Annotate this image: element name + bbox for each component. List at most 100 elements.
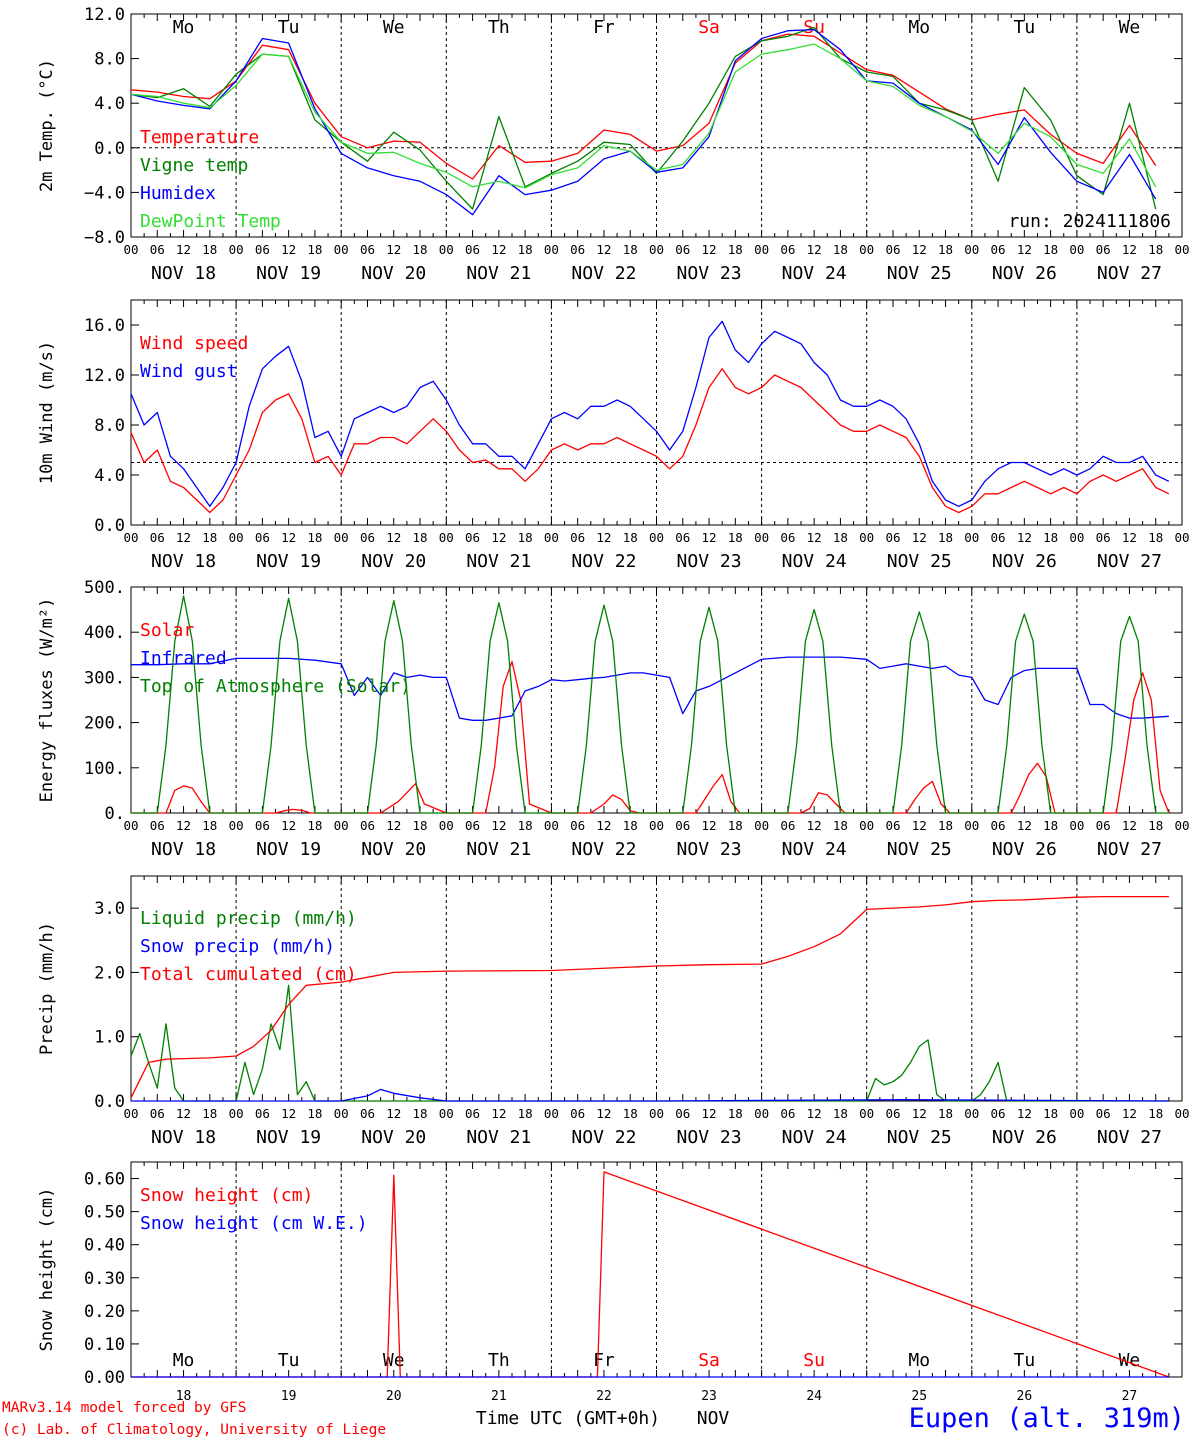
credit-line-2: (c) Lab. of Climatology, University of L…	[2, 1422, 386, 1438]
hour-tick-label: 18	[938, 530, 953, 545]
hour-tick-label: 06	[675, 242, 690, 257]
hour-tick-label: 18	[1043, 1106, 1058, 1121]
legend-entry: Liquid precip (mm/h)	[140, 908, 357, 929]
hour-tick-label: 18	[833, 242, 848, 257]
hour-tick-label: 12	[1017, 242, 1032, 257]
hour-tick-label: 06	[780, 530, 795, 545]
hour-tick-label: 00	[859, 242, 874, 257]
hour-tick-label: 06	[1096, 1106, 1111, 1121]
hour-tick-label: 06	[885, 242, 900, 257]
weekday-label: We	[1119, 1350, 1141, 1371]
legend-entry: Wind gust	[140, 361, 238, 382]
y-axis-label: Energy fluxes (W/m²)	[37, 598, 57, 803]
hour-tick-label: 00	[439, 242, 454, 257]
y-tick-label: 0.50	[84, 1203, 125, 1223]
weekday-label: Tu	[278, 1350, 300, 1371]
hour-tick-label: 06	[360, 1106, 375, 1121]
hour-tick-label: 00	[1174, 818, 1189, 833]
weekday-label: Tu	[1014, 17, 1036, 38]
hour-tick-label: 18	[623, 242, 638, 257]
hour-tick-label: 12	[491, 242, 506, 257]
series-line	[130, 895, 1169, 1099]
y-tick-label: 0.40	[84, 1236, 125, 1256]
hour-tick-label: 00	[754, 530, 769, 545]
hour-tick-label: 06	[465, 242, 480, 257]
date-label: NOV 18	[151, 839, 216, 860]
date-label: NOV 20	[361, 1127, 426, 1148]
hour-tick-label: 00	[123, 242, 138, 257]
legend-entry: DewPoint Temp	[140, 211, 281, 232]
series-line	[130, 368, 1170, 514]
date-label: NOV 24	[782, 263, 847, 284]
date-label: NOV 18	[151, 1127, 216, 1148]
series-line	[130, 320, 1170, 507]
hour-tick-label: 18	[202, 530, 217, 545]
hour-tick-label: 12	[491, 1106, 506, 1121]
hour-tick-label: 18	[412, 242, 427, 257]
hour-tick-label: 00	[649, 818, 664, 833]
date-label: NOV 25	[887, 1127, 952, 1148]
hour-tick-label: 00	[439, 1106, 454, 1121]
hour-tick-label: 06	[570, 818, 585, 833]
panel-1: 12.0 8.0 4.0 0.0 −4.0 −8.0 2m Temp. (°C) 00 06 12…	[37, 5, 1190, 284]
hour-tick-label: 00	[123, 530, 138, 545]
hour-tick-label: 06	[991, 1106, 1006, 1121]
hour-tick-label: 06	[360, 242, 375, 257]
day-number-label: 22	[596, 1389, 612, 1404]
hour-tick-label: 18	[938, 1106, 953, 1121]
hour-tick-label: 00	[334, 818, 349, 833]
hour-tick-label: 06	[255, 818, 270, 833]
hour-tick-label: 12	[807, 818, 822, 833]
panel-4: 3.0 2.0 1.0 0.0 Precip (mm/h) 00 06 12 18 NOV 18 0…	[37, 875, 1190, 1148]
y-tick-label: 0.20	[84, 1302, 125, 1322]
hour-tick-label: 00	[439, 818, 454, 833]
hour-tick-label: 00	[754, 242, 769, 257]
hour-tick-label: 06	[255, 1106, 270, 1121]
hour-tick-label: 12	[176, 242, 191, 257]
hour-tick-label: 18	[202, 818, 217, 833]
hour-tick-label: 00	[964, 818, 979, 833]
hour-tick-label: 12	[281, 818, 296, 833]
hour-tick-label: 12	[386, 530, 401, 545]
hour-tick-label: 06	[675, 1106, 690, 1121]
legend-entry: Total cumulated (cm)	[140, 964, 357, 985]
y-tick-label: 12.0	[84, 5, 125, 25]
hour-tick-label: 18	[1148, 1106, 1163, 1121]
hour-tick-label: 06	[150, 1106, 165, 1121]
hour-tick-label: 18	[833, 530, 848, 545]
legend-entry: Humidex	[140, 183, 216, 204]
series-line	[131, 595, 1169, 814]
hour-tick-label: 18	[1148, 530, 1163, 545]
hour-tick-label: 06	[675, 818, 690, 833]
hour-tick-label: 06	[780, 1106, 795, 1121]
day-number-label: 27	[1122, 1389, 1138, 1404]
hour-tick-label: 06	[465, 530, 480, 545]
hour-tick-label: 12	[491, 818, 506, 833]
date-label: NOV 19	[256, 839, 321, 860]
hour-tick-label: 12	[596, 818, 611, 833]
hour-tick-label: 12	[596, 1106, 611, 1121]
date-label: NOV 24	[782, 551, 847, 572]
hour-tick-label: 18	[307, 818, 322, 833]
day-number-label: 21	[491, 1389, 507, 1404]
hour-tick-label: 12	[596, 242, 611, 257]
y-tick-label: 4.0	[94, 94, 125, 114]
y-tick-label: 2.0	[94, 963, 125, 983]
hour-tick-label: 06	[570, 1106, 585, 1121]
panel-3: 500. 400. 300. 200. 100. 0. Energy fluxes (W/m…	[37, 578, 1190, 860]
series-line	[131, 656, 1169, 721]
y-tick-label: 500.	[84, 578, 125, 598]
date-label: NOV 27	[1097, 839, 1162, 860]
date-label: NOV 23	[677, 263, 742, 284]
hour-tick-label: 18	[1043, 242, 1058, 257]
hour-tick-label: 18	[623, 818, 638, 833]
hour-tick-label: 12	[702, 242, 717, 257]
day-number-label: 18	[176, 1389, 192, 1404]
hour-tick-label: 06	[150, 818, 165, 833]
day-number-label: 25	[911, 1389, 927, 1404]
hour-tick-label: 12	[912, 1106, 927, 1121]
date-label: NOV 23	[677, 1127, 742, 1148]
date-label: NOV 25	[887, 551, 952, 572]
y-tick-label: −8.0	[84, 228, 125, 248]
